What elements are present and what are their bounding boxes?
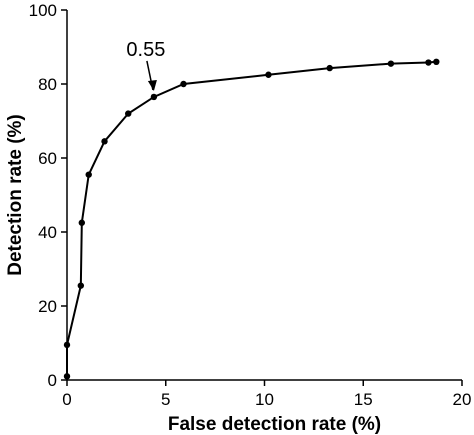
y-tick-label: 40	[38, 223, 57, 242]
x-tick-label: 10	[255, 390, 274, 409]
data-point	[326, 64, 333, 72]
data-point	[433, 58, 440, 65]
data-point	[150, 93, 158, 101]
x-ticks: 0 5 10 15 20	[62, 380, 471, 409]
x-tick-label: 0	[62, 390, 71, 409]
series-layer	[63, 58, 440, 380]
annotation-arrowhead	[147, 79, 157, 91]
data-point	[101, 138, 108, 145]
y-tick-label: 60	[38, 149, 57, 168]
data-point	[425, 59, 432, 66]
y-tick-label: 80	[38, 75, 57, 94]
data-point	[180, 80, 187, 88]
data-point	[387, 60, 395, 67]
annotation-layer: 0.55	[126, 39, 165, 91]
data-point	[63, 373, 71, 380]
data-point	[125, 110, 132, 117]
annotation-label: 0.55	[126, 39, 165, 61]
axes	[66, 10, 462, 381]
data-point	[85, 171, 92, 178]
y-axis-title: Detection rate (%)	[5, 114, 26, 276]
data-point	[78, 219, 86, 226]
y-tick-label: 20	[38, 297, 57, 316]
data-point	[77, 282, 85, 289]
data-point	[63, 341, 71, 349]
data-point	[265, 71, 272, 78]
y-tick-label: 0	[48, 371, 57, 390]
x-tick-label: 15	[354, 390, 373, 409]
y-ticks: 0 20 40 60 80 100	[29, 1, 67, 390]
x-axis-title: False detection rate (%)	[168, 414, 381, 435]
series-line	[66, 60, 437, 377]
x-tick-label: 20	[453, 390, 472, 409]
x-tick-label: 5	[161, 390, 170, 409]
y-tick-label: 100	[29, 1, 57, 20]
